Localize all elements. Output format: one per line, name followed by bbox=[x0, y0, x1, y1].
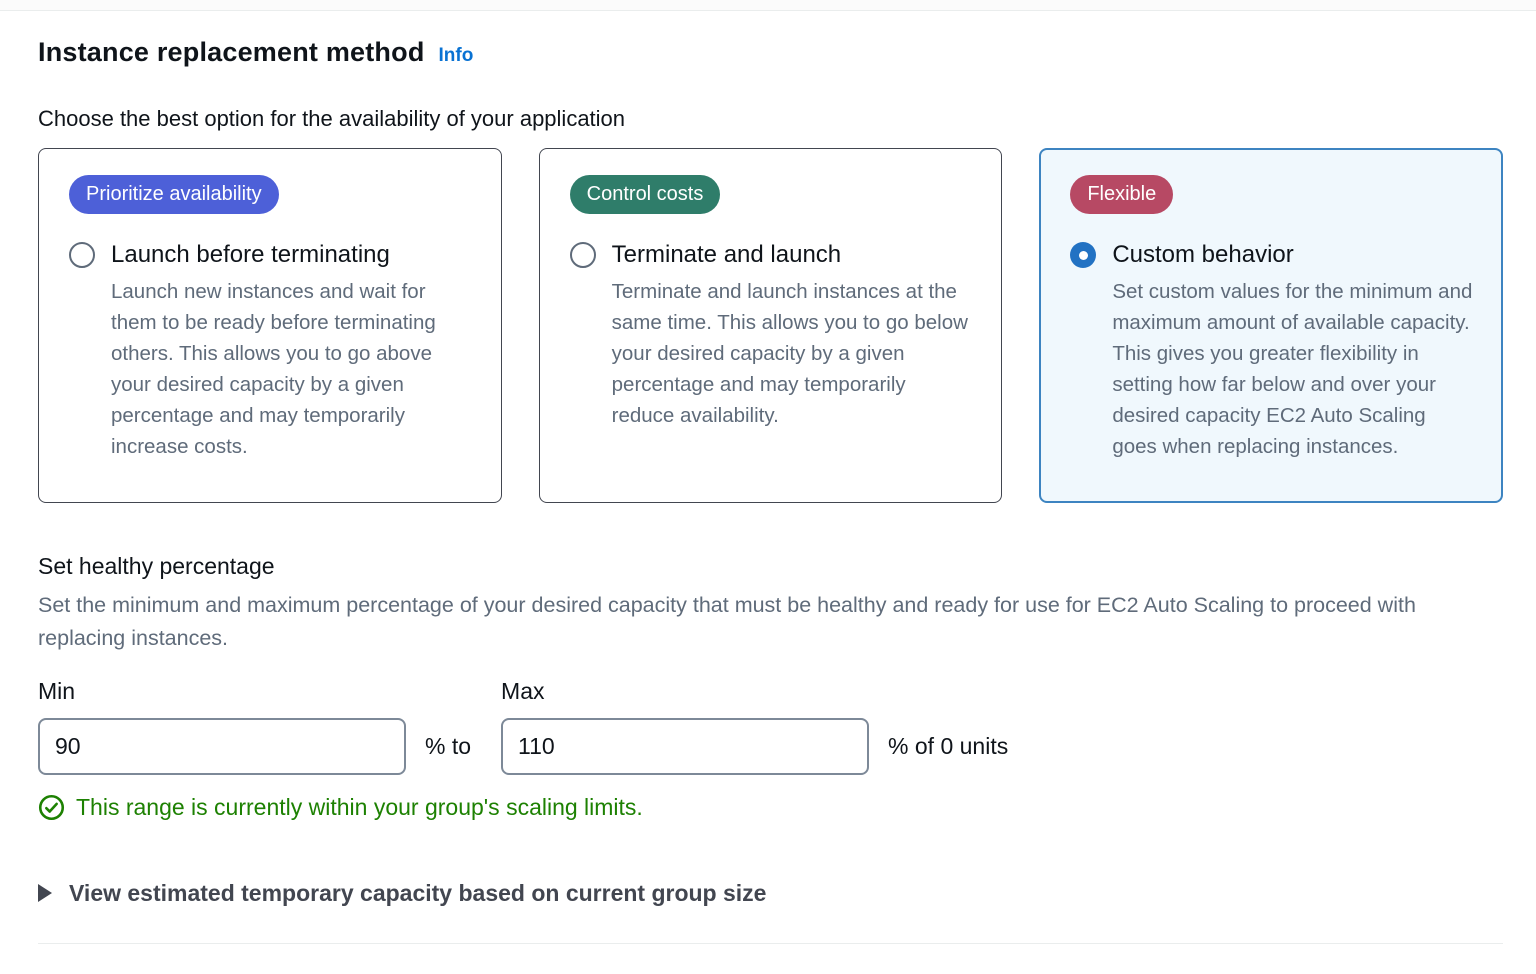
healthy-percentage-title: Set healthy percentage bbox=[38, 553, 275, 579]
option-title-launch-before-terminating[interactable]: Launch before terminating bbox=[111, 241, 390, 268]
min-field-group: Min % to bbox=[38, 678, 471, 775]
option-title-terminate-and-launch[interactable]: Terminate and launch bbox=[611, 241, 842, 268]
radio-terminate-and-launch[interactable] bbox=[569, 242, 596, 268]
top-divider-band bbox=[0, 0, 1536, 11]
option-card-custom-behavior[interactable]: Flexible Custom behavior Set custom valu… bbox=[1039, 148, 1503, 503]
max-percentage-input[interactable] bbox=[501, 717, 870, 775]
option-description: Launch new instances and wait for them t… bbox=[111, 280, 436, 458]
min-suffix: % to bbox=[425, 732, 472, 759]
bottom-divider bbox=[38, 942, 1503, 944]
section-subtitle: Choose the best option for the availabil… bbox=[38, 106, 626, 131]
caret-right-icon bbox=[38, 884, 52, 903]
success-check-icon bbox=[38, 794, 65, 820]
max-field-group: Max % of 0 units bbox=[501, 678, 1008, 775]
scaling-limits-validation: This range is currently within your grou… bbox=[38, 794, 1503, 821]
healthy-percentage-fields: Min % to Max % of 0 units bbox=[38, 678, 1503, 775]
info-link[interactable]: Info bbox=[438, 45, 474, 66]
option-description: Terminate and launch instances at the sa… bbox=[611, 280, 968, 427]
option-card-launch-before-terminating[interactable]: Prioritize availability Launch before te… bbox=[38, 148, 502, 503]
badge-flexible: Flexible bbox=[1070, 175, 1174, 214]
radio-custom-behavior[interactable] bbox=[1070, 242, 1097, 268]
healthy-percentage-description: Set the minimum and maximum percentage o… bbox=[38, 593, 1416, 651]
estimated-capacity-expander[interactable]: View estimated temporary capacity based … bbox=[38, 880, 1503, 907]
min-percentage-input[interactable] bbox=[38, 717, 406, 775]
validation-message: This range is currently within your grou… bbox=[76, 793, 643, 820]
min-label: Min bbox=[38, 677, 76, 704]
option-description: Set custom values for the minimum and ma… bbox=[1112, 280, 1473, 458]
expander-label: View estimated temporary capacity based … bbox=[69, 879, 767, 906]
max-label: Max bbox=[501, 677, 545, 704]
option-card-terminate-and-launch[interactable]: Control costs Terminate and launch Termi… bbox=[538, 148, 1003, 503]
radio-launch-before-terminating[interactable] bbox=[69, 242, 95, 268]
section-header: Instance replacement method Info bbox=[38, 37, 1503, 68]
option-title-custom-behavior[interactable]: Custom behavior bbox=[1112, 241, 1294, 268]
badge-prioritize-availability: Prioritize availability bbox=[69, 175, 279, 214]
badge-control-costs: Control costs bbox=[569, 175, 721, 214]
max-suffix: % of 0 units bbox=[888, 732, 1009, 759]
page-title: Instance replacement method bbox=[38, 37, 425, 67]
instance-replacement-section: Instance replacement method Info Choose … bbox=[0, 11, 1536, 944]
replacement-method-options: Prioritize availability Launch before te… bbox=[38, 148, 1503, 503]
